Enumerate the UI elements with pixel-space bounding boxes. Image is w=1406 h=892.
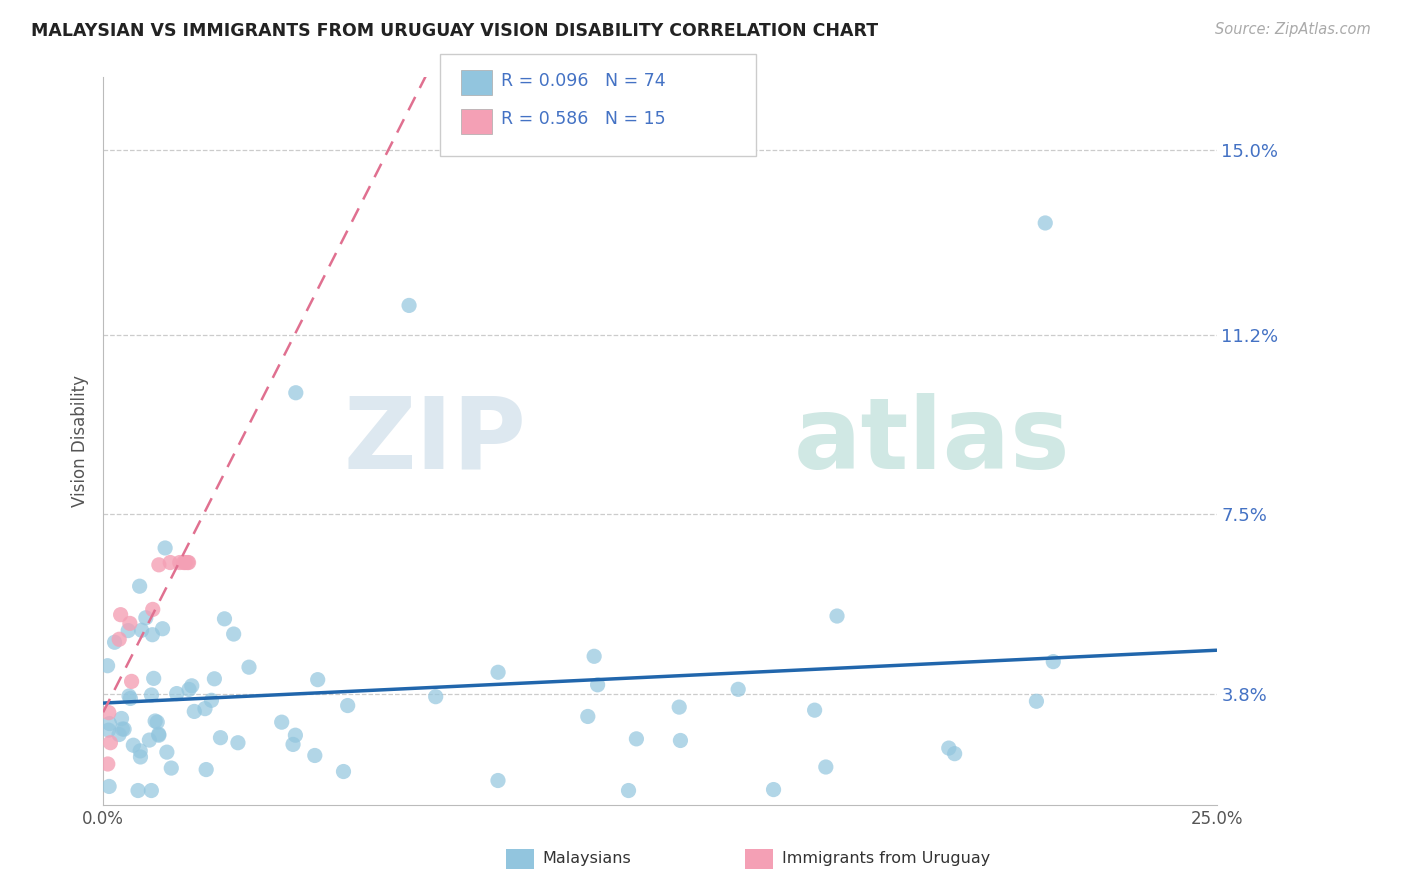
Point	[486, 665, 509, 680]
Point	[160, 761, 183, 775]
Point	[1033, 216, 1056, 230]
Text: Source: ZipAtlas.com: Source: ZipAtlas.com	[1215, 22, 1371, 37]
Point	[141, 783, 163, 797]
Point	[169, 556, 191, 570]
Point	[98, 780, 121, 794]
Point	[238, 660, 260, 674]
Point	[202, 672, 225, 686]
Point	[129, 744, 152, 758]
Point	[118, 689, 141, 703]
Text: MALAYSIAN VS IMMIGRANTS FROM URUGUAY VISION DISABILITY CORRELATION CHART: MALAYSIAN VS IMMIGRANTS FROM URUGUAY VIS…	[31, 22, 879, 40]
Point	[194, 701, 217, 715]
Point	[200, 693, 222, 707]
Point	[111, 722, 134, 736]
Point	[727, 682, 749, 697]
Point	[177, 556, 200, 570]
Text: Malaysians: Malaysians	[543, 851, 631, 865]
Point	[183, 705, 205, 719]
Point	[142, 602, 165, 616]
Point	[148, 727, 170, 741]
Point	[284, 728, 307, 742]
Point	[103, 635, 125, 649]
Point	[814, 760, 837, 774]
Point	[122, 738, 145, 752]
Point	[425, 690, 447, 704]
Text: ZIP: ZIP	[343, 392, 526, 490]
Point	[121, 674, 143, 689]
Point	[166, 687, 188, 701]
Text: R = 0.096   N = 74: R = 0.096 N = 74	[501, 72, 665, 90]
Point	[1025, 694, 1047, 708]
Point	[148, 558, 170, 572]
Point	[803, 703, 825, 717]
Point	[336, 698, 359, 713]
Point	[617, 783, 640, 797]
Point	[131, 624, 153, 638]
Point	[108, 727, 131, 741]
Point	[195, 763, 218, 777]
Point	[938, 741, 960, 756]
Point	[762, 782, 785, 797]
Point	[98, 716, 121, 731]
Point	[141, 688, 163, 702]
Point	[141, 628, 163, 642]
Text: R = 0.586   N = 15: R = 0.586 N = 15	[501, 110, 665, 128]
Point	[281, 738, 304, 752]
Point	[110, 711, 132, 725]
Point	[669, 733, 692, 747]
Point	[284, 385, 307, 400]
Point	[142, 672, 165, 686]
Point	[173, 556, 195, 570]
Point	[152, 622, 174, 636]
Point	[825, 609, 848, 624]
Point	[127, 783, 149, 797]
Point	[129, 750, 152, 764]
Point	[97, 756, 120, 771]
Point	[307, 673, 329, 687]
Point	[148, 728, 170, 742]
Point	[176, 556, 198, 570]
Point	[143, 714, 166, 728]
Point	[943, 747, 966, 761]
Point	[214, 612, 236, 626]
Point	[97, 723, 120, 738]
Point	[174, 556, 197, 570]
Point	[486, 773, 509, 788]
Point	[159, 556, 181, 570]
Point	[304, 748, 326, 763]
Text: atlas: atlas	[793, 392, 1070, 490]
Point	[97, 658, 120, 673]
Point	[108, 632, 131, 647]
Point	[117, 624, 139, 638]
Point	[156, 745, 179, 759]
Text: Immigrants from Uruguay: Immigrants from Uruguay	[782, 851, 990, 865]
Point	[626, 731, 648, 746]
Point	[110, 607, 132, 622]
Point	[180, 679, 202, 693]
Point	[226, 736, 249, 750]
Point	[583, 649, 606, 664]
Point	[332, 764, 354, 779]
Point	[135, 611, 157, 625]
Point	[222, 627, 245, 641]
Point	[128, 579, 150, 593]
Point	[138, 733, 160, 747]
Y-axis label: Vision Disability: Vision Disability	[72, 376, 89, 508]
Point	[146, 715, 169, 730]
Point	[112, 722, 135, 736]
Point	[1042, 655, 1064, 669]
Point	[153, 541, 176, 555]
Point	[100, 736, 122, 750]
Point	[270, 715, 292, 730]
Point	[97, 706, 120, 720]
Point	[586, 678, 609, 692]
Point	[120, 691, 142, 706]
Point	[118, 616, 141, 631]
Point	[177, 682, 200, 697]
Point	[209, 731, 232, 745]
Point	[668, 700, 690, 714]
Point	[576, 709, 599, 723]
Point	[398, 298, 420, 312]
